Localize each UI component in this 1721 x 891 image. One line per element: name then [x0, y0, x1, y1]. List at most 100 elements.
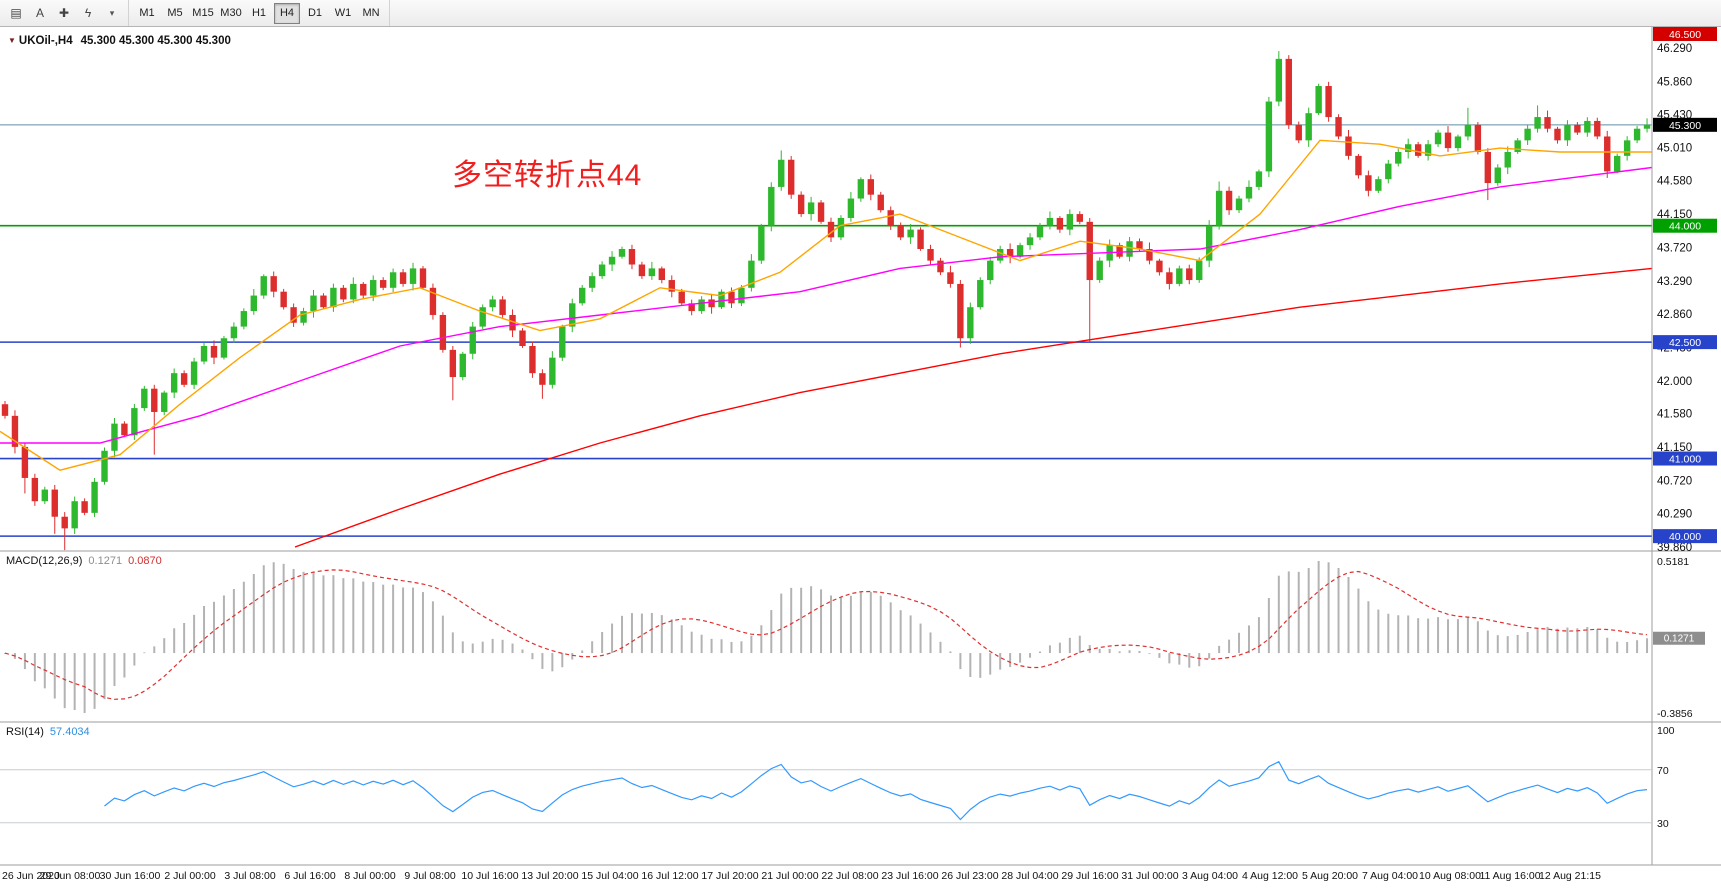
candle-body: [270, 276, 277, 292]
drawing-tools-group: ▤ A ✚ ϟ ▾: [0, 0, 129, 26]
macd-histogram-bar: [1596, 629, 1599, 654]
macd-histogram-bar: [501, 639, 504, 654]
macd-histogram-bar: [1138, 650, 1141, 654]
axis-label: 30: [1657, 818, 1669, 830]
timeframe-M5[interactable]: M5: [167, 7, 183, 19]
macd-histogram-bar: [441, 615, 444, 654]
candle-body: [479, 307, 486, 327]
macd-histogram-bar: [193, 614, 196, 654]
macd-histogram-bar: [1466, 617, 1469, 654]
macd-histogram-bar: [1616, 641, 1619, 654]
candle-body: [1405, 144, 1412, 152]
time-axis-label: 26 Jun 2020: [2, 870, 60, 882]
candle-body: [1544, 117, 1551, 129]
candle-body: [1434, 132, 1442, 145]
candle-body: [738, 287, 745, 304]
macd-histogram-bar: [1287, 571, 1290, 654]
candle-body: [827, 221, 835, 238]
time-axis-label: 17 Jul 20:00: [701, 870, 758, 882]
axis-label: 0.1271: [1664, 634, 1695, 645]
candle-body: [250, 295, 257, 312]
candle-body: [1395, 151, 1402, 164]
macd-histogram-bar: [103, 653, 106, 700]
macd-histogram-bar: [471, 643, 474, 654]
macd-histogram-bar: [710, 638, 713, 654]
macd-histogram-bar: [153, 646, 156, 654]
timeframe-MN[interactable]: MN: [362, 7, 380, 19]
macd-histogram-bar: [820, 589, 823, 654]
candle-body: [569, 303, 576, 327]
candle-body: [1026, 237, 1034, 246]
candle-body: [658, 268, 666, 281]
time-axis-label: 2 Jul 00:00: [164, 870, 216, 882]
macd-histogram-bar: [232, 588, 235, 654]
candle-body: [1375, 179, 1382, 191]
time-axis-label: 31 Jul 00:00: [1121, 870, 1178, 882]
timeframe-M1[interactable]: M1: [139, 7, 155, 19]
text-annotation-icon[interactable]: A: [35, 6, 44, 20]
candle-body: [1086, 221, 1093, 281]
macd-histogram-bar: [1337, 567, 1340, 654]
draw-objects-icon[interactable]: ϟ: [84, 6, 92, 20]
chart-templates-icon[interactable]: ▤: [10, 6, 22, 20]
macd-histogram-bar: [431, 601, 434, 654]
axis-label: 41.000: [1669, 454, 1701, 466]
macd-histogram-bar: [53, 653, 56, 699]
macd-histogram-bar: [670, 619, 673, 654]
candle-body: [200, 346, 208, 362]
macd-histogram-bar: [1427, 618, 1430, 654]
candle-body: [1176, 268, 1183, 284]
macd-histogram-bar: [1297, 571, 1300, 654]
candle-body: [1584, 120, 1591, 133]
crosshair-icon[interactable]: ✚: [58, 6, 70, 20]
candle-body: [41, 489, 49, 502]
axis-label: 41.580: [1657, 409, 1692, 421]
timeframe-H1[interactable]: H1: [251, 7, 267, 19]
time-axis-label: 11 Aug 16:00: [1479, 870, 1540, 882]
candle-body: [877, 194, 884, 211]
candle-body: [598, 264, 606, 277]
macd-histogram-bar: [1058, 642, 1061, 654]
candle-body: [429, 287, 437, 315]
macd-histogram-bar: [929, 632, 932, 654]
macd-histogram-bar: [1347, 577, 1350, 654]
candle-body: [579, 287, 586, 304]
candle-body: [509, 314, 516, 331]
macd-histogram-bar: [332, 575, 335, 654]
macd-histogram-bar: [720, 639, 723, 654]
candle-body: [778, 159, 785, 187]
macd-histogram-bar: [342, 578, 345, 654]
candle-body: [1325, 86, 1332, 118]
macd-histogram-bar: [143, 652, 146, 654]
price-badge-42.500: [1653, 335, 1717, 350]
macd-histogram-bar: [730, 641, 733, 654]
timeframe-M15[interactable]: M15: [192, 7, 214, 19]
time-axis-label: 8 Jul 00:00: [344, 870, 396, 882]
candle-body: [1613, 155, 1621, 172]
macd-histogram-bar: [521, 649, 524, 654]
candle-body: [967, 307, 974, 339]
candle-body: [608, 256, 616, 265]
timeframe-M30[interactable]: M30: [220, 7, 242, 19]
candle-body: [1305, 113, 1312, 141]
timeframe-H4[interactable]: H4: [274, 2, 300, 24]
macd-histogram-bar: [133, 653, 136, 666]
candle-body: [1126, 241, 1133, 257]
candle-body: [559, 326, 566, 358]
macd-histogram-bar: [1486, 630, 1489, 654]
macd-histogram-bar: [1357, 588, 1360, 654]
candle-body: [947, 272, 954, 284]
timeframe-D1[interactable]: D1: [307, 7, 323, 19]
macd-histogram-bar: [173, 628, 176, 654]
timeframe-W1[interactable]: W1: [334, 7, 352, 19]
time-axis-label: 23 Jul 16:00: [881, 870, 938, 882]
candle-body: [807, 202, 815, 215]
objects-dropdown-icon[interactable]: ▾: [109, 7, 115, 18]
macd-histogram-bar: [1566, 627, 1569, 654]
candle-body: [638, 264, 646, 277]
candle-body: [1484, 151, 1492, 184]
macd-histogram-bar: [1536, 627, 1539, 654]
axis-label: 43.720: [1657, 242, 1692, 254]
candle-body: [260, 276, 267, 296]
